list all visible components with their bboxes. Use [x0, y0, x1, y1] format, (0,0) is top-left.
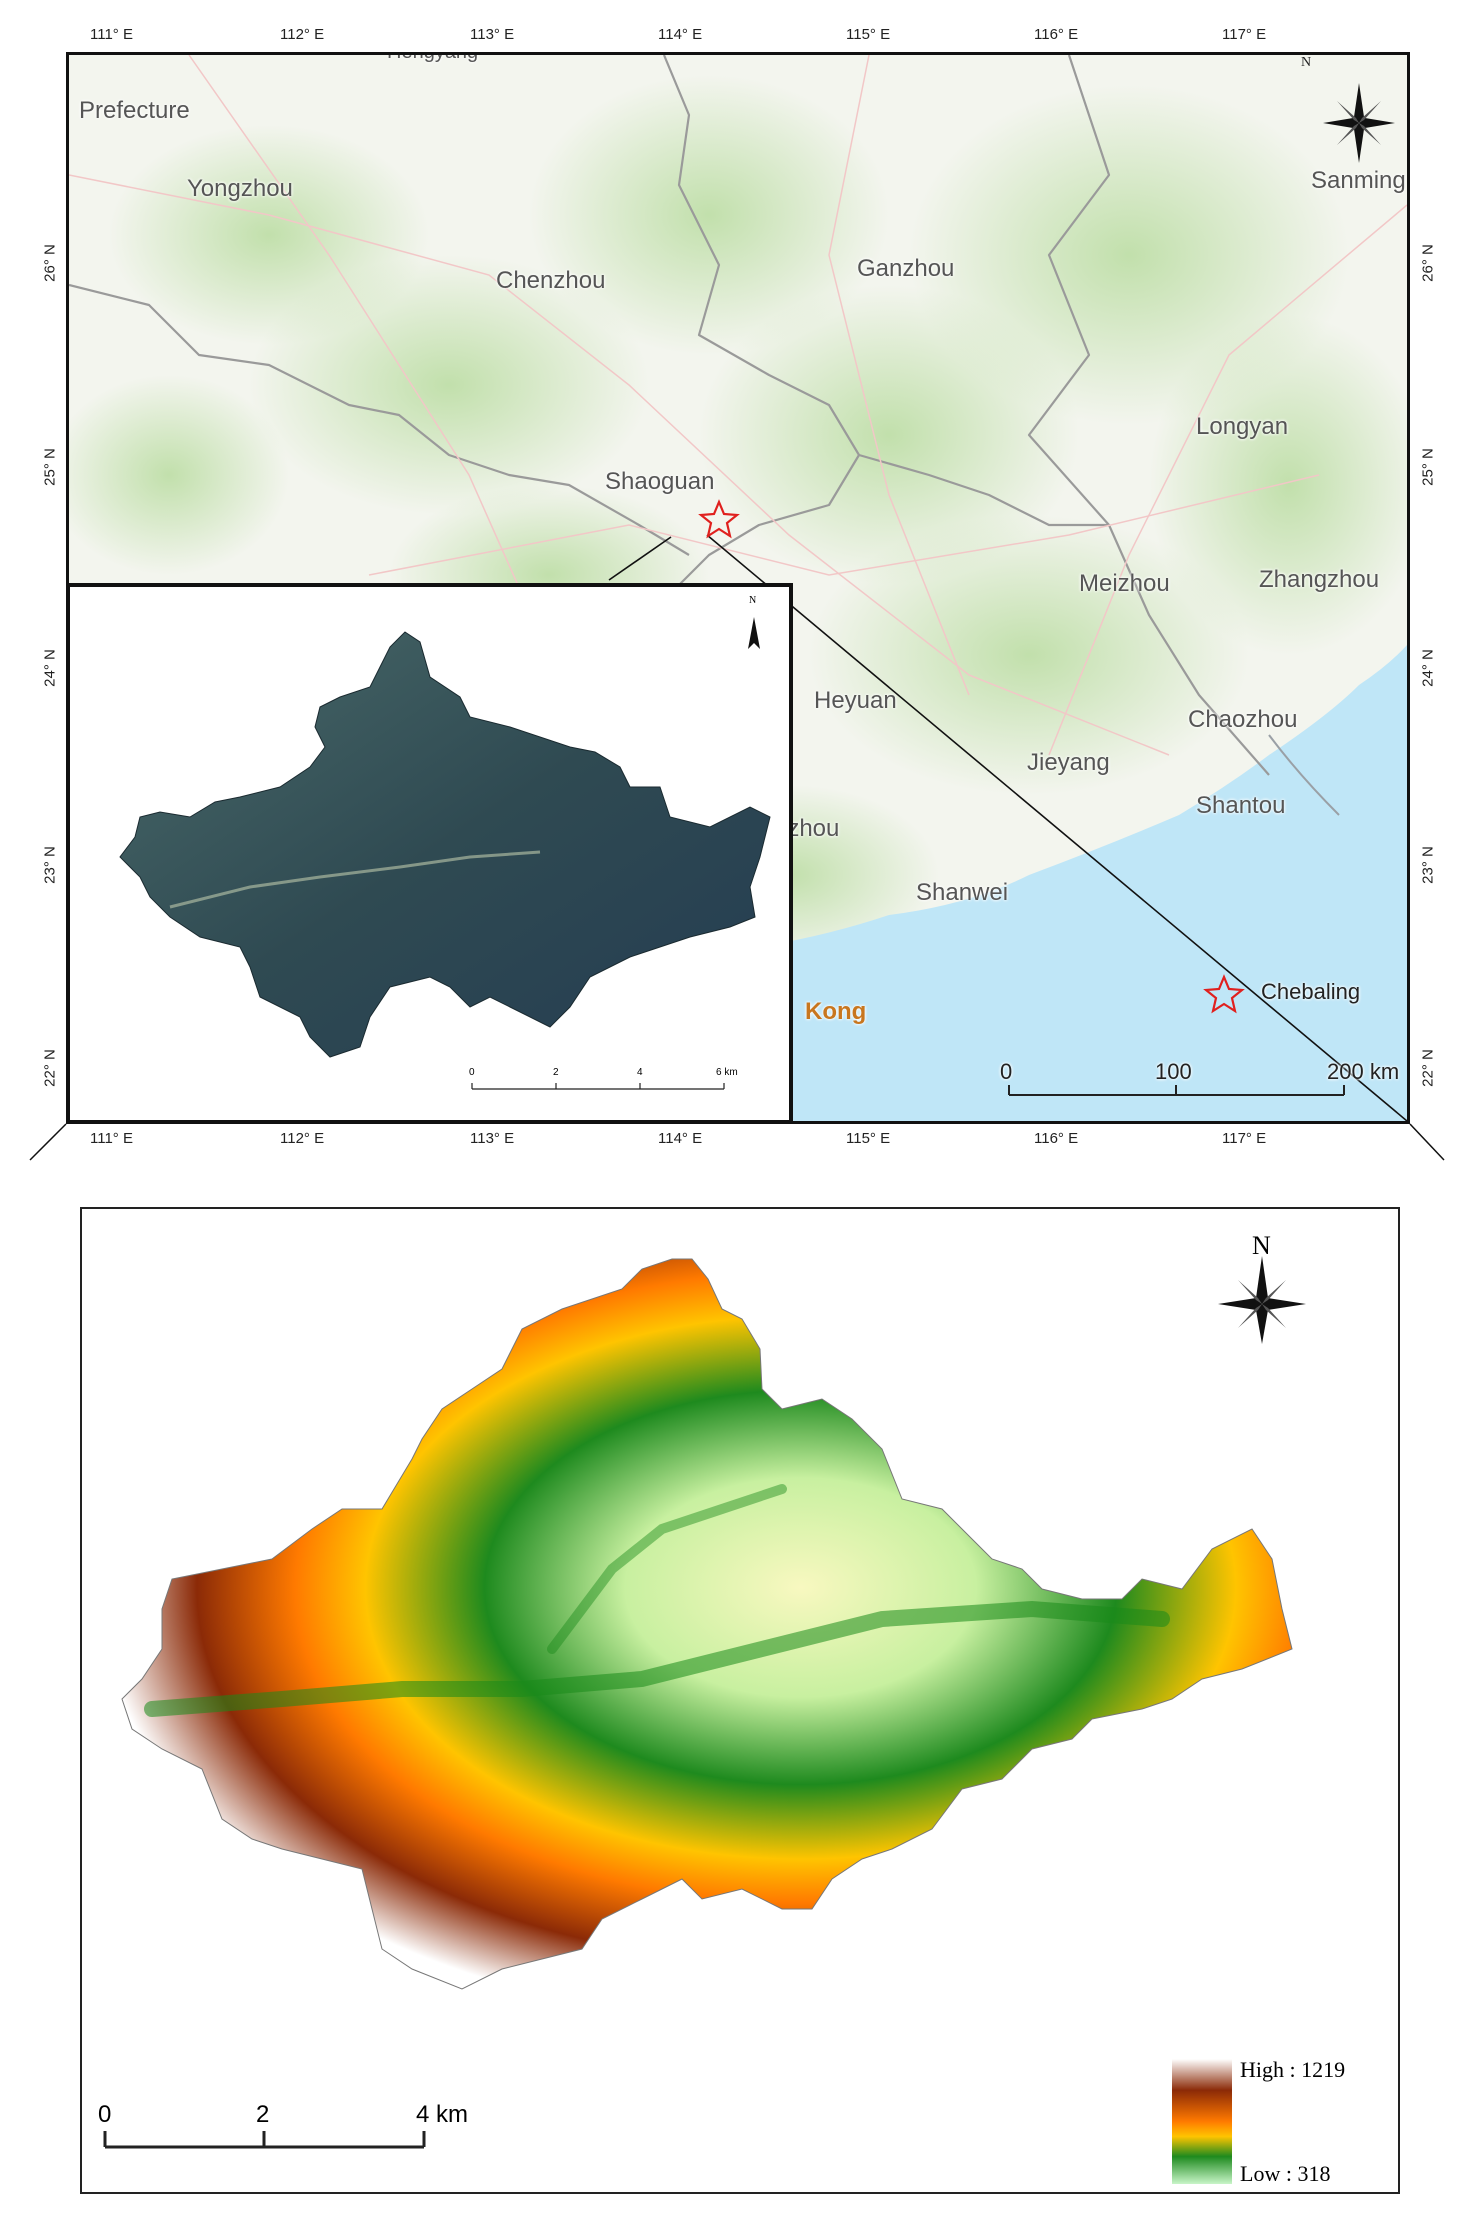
place-label-sanming: Sanming	[1311, 167, 1406, 194]
legend-low-label: Low : 318	[1240, 2161, 1331, 2186]
lon-tick-bottom-117: 117° E	[1222, 1130, 1267, 1147]
lat-tick-right-23: 23° N	[1419, 846, 1437, 884]
lon-tick-bottom-111: 111° E	[90, 1130, 133, 1147]
inset-scale-label-4: 4	[637, 1067, 643, 1078]
lon-tick-top-114: 114° E	[658, 26, 703, 43]
lat-tick-left-22: 22° N	[41, 1049, 59, 1087]
lon-tick-bottom-114: 114° E	[658, 1130, 703, 1147]
province-boundaries	[69, 55, 1270, 776]
lat-tick-right-24: 24° N	[1419, 649, 1437, 687]
star-marker-chebaling	[1203, 974, 1245, 1014]
dem-north-arrow	[1218, 1256, 1306, 1344]
lon-tick-top-116: 116° E	[1034, 26, 1079, 43]
place-label-shantou: Shantou	[1196, 792, 1286, 819]
lat-tick-left-25: 25° N	[41, 448, 59, 486]
overview-scale-bar	[1008, 1085, 1345, 1096]
place-label-chenzhou: Chenzhou	[496, 267, 606, 294]
place-label-heyuan: Heyuan	[814, 687, 897, 714]
lon-tick-bottom-116: 116° E	[1034, 1130, 1079, 1147]
overview-scale-label-0: 0	[1000, 1059, 1013, 1084]
lon-tick-bottom-115: 115° E	[846, 1130, 891, 1147]
lat-tick-left-23: 23° N	[41, 846, 59, 884]
roads	[69, 55, 1407, 756]
star-marker-shaoguan	[698, 499, 740, 539]
lat-tick-right-25: 25° N	[1419, 448, 1437, 486]
place-label-fragment: Hengyang	[387, 52, 479, 63]
inset-north-label: N	[749, 595, 757, 606]
connector-lines	[29, 1123, 1445, 1161]
lon-tick-top-113: 113° E	[470, 26, 515, 43]
dem-north-label: N	[1252, 1231, 1271, 1260]
valley-line	[169, 850, 541, 909]
place-label-yongzhou: Yongzhou	[187, 175, 293, 202]
legend-high-label: High : 1219	[1240, 2057, 1346, 2082]
inset-north-arrow	[748, 617, 760, 649]
lon-tick-bottom-112: 112° E	[280, 1130, 325, 1147]
lon-tick-bottom-113: 113° E	[470, 1130, 515, 1147]
dem-elevation-map: N High : 1219 Low : 318 0 2 4 km	[80, 1207, 1400, 2194]
dem-scale-bar	[103, 2131, 426, 2149]
lat-tick-left-26: 26° N	[41, 244, 59, 282]
place-label-longyan: Longyan	[1196, 413, 1289, 440]
leader-line-left	[608, 536, 672, 581]
dem-valley-main	[144, 1600, 1170, 1717]
inset-satellite-image	[119, 617, 771, 1090]
overview-scale-label-200: 200 km	[1327, 1059, 1400, 1084]
legend-color-ramp	[1172, 2059, 1232, 2184]
catchment-dem-shape	[121, 1258, 1293, 1990]
dem-scale-label-2: 2	[256, 2101, 270, 2128]
lat-tick-right-22: 22° N	[1419, 1049, 1437, 1087]
lat-tick-left-24: 24° N	[41, 649, 59, 687]
overview-north-label: N	[1301, 55, 1312, 70]
dem-elevation-image	[103, 1256, 1306, 2184]
lat-tick-right-26: 26° N	[1419, 244, 1437, 282]
place-label-shaoguan: Shaoguan	[605, 468, 715, 495]
place-label-meizhou: Meizhou	[1079, 570, 1170, 597]
place-label-zhangzhou: Zhangzhou	[1259, 566, 1380, 593]
place-label-kong: Kong	[805, 998, 867, 1025]
catchment-satellite-shape	[119, 631, 771, 1058]
overview-scale-label-100: 100	[1155, 1059, 1192, 1084]
sea	[769, 645, 1407, 1121]
dem-scale-label-0: 0	[98, 2101, 112, 2128]
place-label-chaozhou: Chaozhou	[1188, 706, 1298, 733]
inset-scale-label-0: 0	[469, 1067, 475, 1078]
river	[1268, 734, 1340, 816]
place-label-ganzhou: Ganzhou	[857, 255, 955, 282]
lon-tick-top-112: 112° E	[280, 26, 325, 43]
inset-scale-label-6km: 6 km	[716, 1067, 738, 1078]
dem-valley-upper	[547, 1484, 787, 1654]
lon-tick-top-117: 117° E	[1222, 26, 1267, 43]
place-label-chebaling: Chebaling	[1261, 979, 1361, 1004]
place-label-prefecture: Prefecture	[79, 97, 190, 124]
lon-tick-top-111: 111° E	[90, 26, 133, 43]
overview-north-arrow	[1323, 83, 1395, 163]
place-label-shanwei: Shanwei	[916, 879, 1009, 906]
inset-satellite-map: N 0 2 4 6 km	[66, 583, 793, 1124]
inset-scale-bar	[471, 1083, 725, 1090]
inset-scale-label-2: 2	[553, 1067, 559, 1078]
dem-scale-label-4km: 4 km	[416, 2101, 469, 2128]
lon-tick-top-115: 115° E	[846, 26, 891, 43]
place-label-jieyang: Jieyang	[1027, 749, 1110, 776]
leader-line-right	[706, 534, 1407, 1121]
